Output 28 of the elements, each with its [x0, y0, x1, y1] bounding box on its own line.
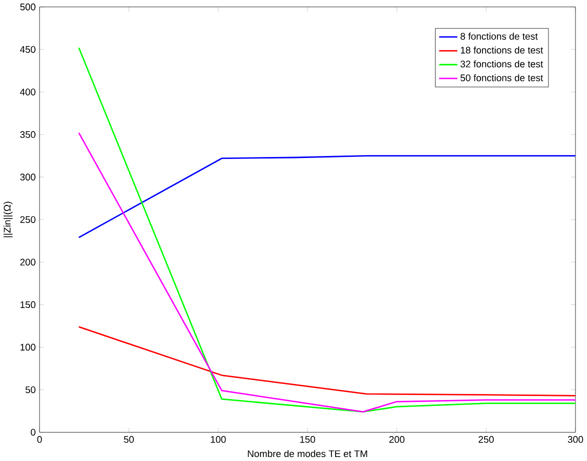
x-tick-label: 250 — [478, 436, 494, 443]
line-series — [78, 47, 576, 413]
y-tick-label: 200 — [20, 258, 36, 266]
line-series — [78, 155, 576, 238]
line-series — [78, 132, 576, 413]
legend-label: 50 fonctions de test — [460, 74, 544, 82]
y-tick-label: 300 — [20, 174, 36, 181]
y-tick-label: 400 — [20, 88, 36, 96]
y-tick-label: 150 — [20, 301, 36, 308]
x-tick-label: 200 — [389, 436, 404, 443]
x-axis-title: Nombre de modes TE et TM — [248, 450, 368, 458]
y-tick-label: 350 — [20, 131, 36, 138]
x-tick-label: 50 — [124, 436, 134, 443]
y-tick-label: 0 — [30, 429, 36, 436]
y-tick-label: 250 — [20, 216, 36, 224]
line-series — [78, 326, 576, 397]
y-tick-label: 100 — [20, 344, 36, 351]
legend-label: 8 fonctions de test — [460, 32, 538, 40]
x-tick-label: 0 — [37, 436, 42, 443]
y-axis-title: ||Zin||(Ω) — [4, 202, 13, 238]
x-tick-label: 100 — [210, 436, 226, 443]
legend-label: 18 fonctions de test — [460, 46, 544, 54]
x-tick-label: 300 — [568, 436, 584, 443]
x-tick-label: 150 — [300, 436, 316, 443]
y-tick-label: 50 — [26, 386, 36, 394]
y-tick-label: 450 — [20, 46, 36, 54]
legend-label: 32 fonctions de test — [460, 60, 544, 68]
y-tick-label: 500 — [20, 4, 36, 10]
